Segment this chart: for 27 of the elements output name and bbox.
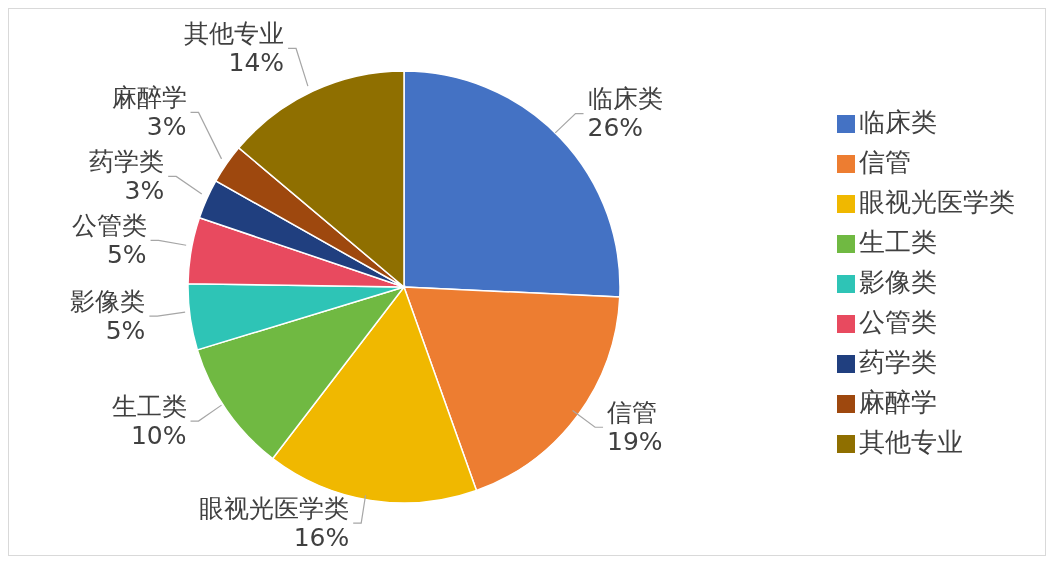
slice-label: 麻醉学 — [111, 83, 187, 113]
slice-label: 临床类 — [587, 84, 663, 114]
slice-label: 眼视光医学类 — [199, 493, 350, 523]
data-label: 5% — [105, 315, 146, 345]
legend-label: 信管 — [859, 147, 911, 177]
data-label: 3% — [146, 111, 187, 141]
legend-label: 麻醉学 — [859, 387, 937, 417]
data-label: 16% — [293, 522, 350, 552]
slice-label: 影像类 — [70, 286, 146, 316]
slice-label: 生工类 — [111, 391, 187, 421]
legend-label: 其他专业 — [859, 427, 963, 457]
slice-label: 其他专业 — [184, 19, 285, 49]
data-label: 19% — [607, 426, 663, 456]
slice-label: 药学类 — [89, 147, 165, 177]
legend-label: 公管类 — [859, 307, 937, 337]
legend-label: 眼视光医学类 — [859, 187, 1015, 217]
data-label: 3% — [124, 175, 165, 205]
legend-label: 药学类 — [859, 347, 937, 377]
data-label: 14% — [228, 47, 285, 77]
legend-label: 生工类 — [859, 227, 937, 257]
data-label: 5% — [106, 239, 147, 269]
legend-label: 临床类 — [859, 107, 937, 137]
slice-label: 信管 — [607, 398, 658, 428]
data-label: 10% — [130, 420, 187, 450]
slice-label: 公管类 — [71, 211, 147, 241]
data-label: 26% — [587, 113, 644, 143]
legend-label: 影像类 — [859, 267, 937, 297]
